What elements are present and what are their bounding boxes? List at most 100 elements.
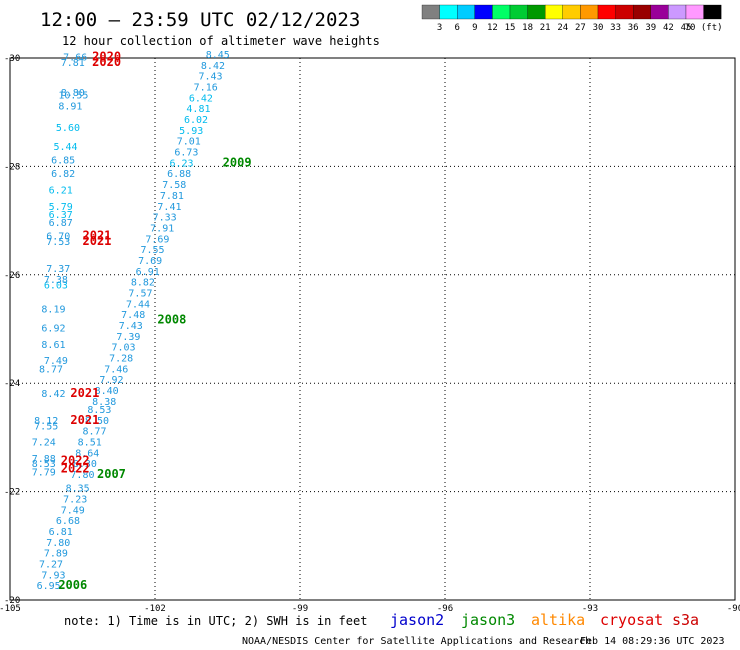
- scale-label: 3: [437, 23, 442, 33]
- main-track-swh-label: 7.03: [112, 343, 136, 354]
- time-label: 2009: [223, 155, 252, 169]
- west-track-swh-label: 5.44: [54, 142, 78, 153]
- main-track-swh-label: 8.50: [85, 416, 109, 427]
- satellite-legend-altika: altika: [531, 611, 585, 629]
- main-track-swh-label: 7.16: [194, 83, 218, 94]
- west-track-swh-label: 5.60: [56, 123, 80, 134]
- scale-swatch: [509, 4, 528, 20]
- scale-label: 18: [522, 23, 533, 33]
- time-label: 2020: [92, 50, 121, 64]
- scale-label: 27: [575, 23, 586, 33]
- west-track-swh-label: 10.55: [58, 91, 88, 102]
- y-tick-label: -28: [4, 162, 20, 172]
- main-track-swh-label: 7.58: [162, 180, 186, 191]
- x-tick-label: -99: [292, 604, 308, 614]
- scale-label: 30: [593, 23, 604, 33]
- plot-border: [9, 57, 736, 601]
- west-track-swh-label: 7.81: [61, 58, 85, 69]
- main-track-swh-label: 7.46: [104, 364, 128, 375]
- main-track-swh-label: 7.80: [70, 470, 94, 481]
- scale-swatch: [597, 4, 616, 20]
- west-track-swh-label: 8.77: [39, 364, 63, 375]
- satellite-legend-cryosat: cryosat: [600, 611, 663, 629]
- west-track-swh-label: 6.82: [51, 169, 75, 180]
- west-track-swh-label: 6.85: [51, 156, 75, 167]
- scale-swatch: [615, 4, 634, 20]
- y-tick-label: -20: [4, 596, 20, 606]
- y-tick-label: -22: [4, 488, 20, 498]
- scale-label: 6: [454, 23, 459, 33]
- west-track-swh-label: 7.37: [46, 264, 70, 275]
- scale-swatch: [492, 4, 511, 20]
- main-track-swh-label: 7.92: [99, 375, 123, 386]
- main-track-swh-label: 7.43: [199, 72, 223, 83]
- scale-label: 70 (ft): [685, 23, 723, 33]
- scale-label: 42: [663, 23, 674, 33]
- west-track-swh-label: 8.80: [61, 88, 85, 99]
- scale-swatch: [580, 4, 599, 20]
- scale-swatch: [650, 4, 669, 20]
- main-track-swh-label: 6.73: [174, 148, 198, 159]
- main-track-swh-label: 5.93: [179, 126, 203, 137]
- scale-label: 9: [472, 23, 477, 33]
- main-track-swh-label: 7.49: [61, 505, 85, 516]
- scale-swatch: [562, 4, 581, 20]
- west-track-swh-label: 7.79: [32, 467, 56, 478]
- west-track-swh-label: 7.66: [63, 53, 87, 64]
- x-tick-label: -90: [727, 604, 740, 614]
- satellite-legend-s3a: s3a: [672, 611, 699, 629]
- data-marks: 6.957.937.277.897.806.816.687.497.238.35…: [32, 50, 230, 592]
- scale-swatch: [703, 4, 722, 20]
- main-track-swh-label: 8.38: [92, 397, 116, 408]
- scale-label: 24: [557, 23, 568, 33]
- time-label: 2021: [83, 229, 112, 243]
- main-track-swh-label: 7.57: [128, 288, 152, 299]
- main-track-swh-label: 7.80: [46, 538, 70, 549]
- chart-subtitle: 12 hour collection of altimeter wave hei…: [62, 34, 380, 48]
- main-track-swh-label: 7.01: [177, 137, 201, 148]
- scale-swatch: [527, 4, 546, 20]
- west-track-swh-label: 8.53: [32, 459, 56, 470]
- main-track-swh-label: 7.28: [109, 354, 133, 365]
- y-tick-label: -24: [4, 379, 20, 389]
- x-tick-label: -102: [144, 604, 166, 614]
- main-track-swh-label: 6.95: [37, 581, 61, 592]
- main-track-swh-label: 7.41: [157, 202, 181, 213]
- west-track-swh-label: 8.42: [41, 389, 65, 400]
- y-tick-label: -30: [4, 54, 20, 64]
- scale-swatch: [685, 4, 704, 20]
- west-track-swh-label: 6.70: [46, 232, 70, 243]
- west-track-swh-label: 6.92: [41, 324, 65, 335]
- scale-swatch: [421, 4, 440, 20]
- main-track-swh-label: 8.51: [78, 438, 102, 449]
- main-track-swh-label: 7.93: [41, 570, 65, 581]
- west-track-swh-label: 7.24: [32, 438, 56, 449]
- west-track-swh-label: 6.03: [44, 280, 68, 291]
- main-track-swh-label: 6.23: [170, 158, 194, 169]
- main-track-swh-label: 8.30: [73, 459, 97, 470]
- scale-swatch: [668, 4, 687, 20]
- main-track-swh-label: 7.89: [44, 549, 68, 560]
- credit-line: NOAA/NESDIS Center for Satellite Applica…: [242, 636, 591, 647]
- west-track-swh-label: 7.53: [46, 237, 70, 248]
- main-track-swh-label: 8.82: [131, 278, 155, 289]
- main-track-swh-label: 7.44: [126, 299, 150, 310]
- scale-swatch: [474, 4, 493, 20]
- west-track-swh-label: 8.91: [58, 101, 82, 112]
- scale-label: 45: [681, 23, 692, 33]
- time-label: 2006: [58, 578, 87, 592]
- y-tick-label: -26: [4, 271, 20, 281]
- satellite-legend-jason3: jason3: [461, 611, 515, 629]
- main-track-swh-label: 7.55: [141, 245, 165, 256]
- main-track-swh-label: 8.35: [66, 484, 90, 495]
- west-track-swh-label: 7.38: [44, 275, 68, 286]
- scale-label: 39: [645, 23, 656, 33]
- main-track-swh-label: 7.69: [138, 256, 162, 267]
- satellite-legend: jason2 jason3 altika cryosat s3a: [390, 611, 699, 629]
- time-label: 2007: [97, 467, 126, 481]
- scale-swatch: [633, 4, 651, 20]
- scale-swatch: [439, 4, 458, 20]
- main-track-swh-label: 4.81: [186, 104, 210, 115]
- west-track-swh-label: 8.61: [41, 340, 65, 351]
